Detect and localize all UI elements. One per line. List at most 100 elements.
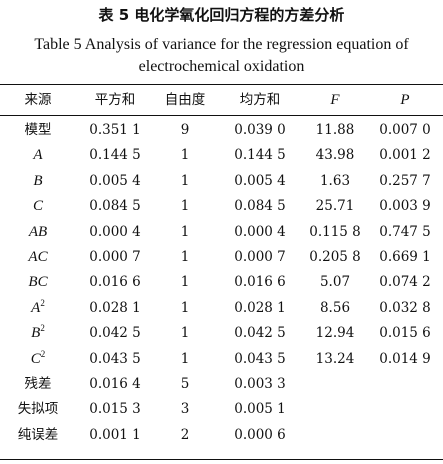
table-row: C 0.084 5 1 0.084 5 25.71 0.003 9 <box>0 194 443 219</box>
cell-source: AB <box>8 220 68 245</box>
cell-degrees-of-freedom: 1 <box>180 223 190 240</box>
cell-source-label: 残差 <box>24 376 52 392</box>
cell-mean-square: 0.039 0 <box>234 122 286 138</box>
cell-source-exponent: 2 <box>40 348 46 359</box>
cell-mean-square: 0.000 4 <box>234 223 286 240</box>
cell-f-value: 0.205 8 <box>309 249 361 265</box>
cell-degrees-of-freedom: 3 <box>180 401 190 418</box>
cell-degrees-of-freedom: 1 <box>180 299 190 316</box>
cell-degrees-of-freedom: 1 <box>180 249 190 265</box>
cell-source: A2 <box>8 296 68 321</box>
cell-source: BC <box>8 270 68 295</box>
cell-sum-of-squares: 0.042 5 <box>89 325 141 342</box>
cell-p-value: 0.001 2 <box>379 147 431 164</box>
cell-source: 失拟项 <box>8 397 68 422</box>
cell-p-value: 0.257 7 <box>379 172 431 189</box>
cell-sum-of-squares: 0.015 3 <box>89 401 141 418</box>
cell-f-value: 13.24 <box>315 350 355 367</box>
cell-mean-square: 0.005 4 <box>234 172 286 189</box>
table-row: B2 0.042 5 1 0.042 5 12.94 0.015 6 <box>0 321 443 346</box>
cell-source-label: AC <box>28 249 48 265</box>
cell-source-label: C <box>32 198 43 215</box>
cell-f-value: 5.07 <box>319 274 351 291</box>
cell-mean-square: 0.003 3 <box>234 376 286 392</box>
cell-source: 模型 <box>8 118 68 143</box>
cell-f-value <box>300 397 370 422</box>
cell-p-value: 0.007 0 <box>379 122 431 138</box>
cell-f-value: 1.63 <box>319 172 351 189</box>
cell-source: A <box>8 143 68 168</box>
cell-source: 残差 <box>8 372 68 397</box>
table-bottom-rule <box>0 459 443 461</box>
cell-source: C <box>8 194 68 219</box>
cell-sum-of-squares: 0.351 1 <box>89 122 141 138</box>
cell-f-value: 43.98 <box>315 147 355 164</box>
cell-mean-square: 0.005 1 <box>234 401 286 418</box>
cell-degrees-of-freedom: 1 <box>180 198 190 215</box>
cell-p-value: 0.003 9 <box>379 198 431 215</box>
cell-f-value <box>300 423 370 448</box>
cell-source: C2 <box>8 347 68 372</box>
cell-mean-square: 0.084 5 <box>234 198 286 215</box>
table-row: 失拟项 0.015 3 3 0.005 1 <box>0 397 443 422</box>
cell-f-value: 8.56 <box>319 299 351 316</box>
cell-sum-of-squares: 0.084 5 <box>89 198 141 215</box>
cell-f-value: 25.71 <box>315 198 355 215</box>
cell-sum-of-squares: 0.001 1 <box>89 426 141 443</box>
table-title-english-line2: electrochemical oxidation <box>138 58 305 75</box>
cell-p-value: 0.015 6 <box>379 325 431 342</box>
table-title-chinese: 表 5 电化学氧化回归方程的方差分析 <box>98 6 345 24</box>
cell-mean-square: 0.043 5 <box>234 350 286 367</box>
cell-source: AC <box>8 245 68 270</box>
cell-source-exponent: 2 <box>40 323 45 334</box>
table-row: 纯误差 0.001 1 2 0.000 6 <box>0 423 443 448</box>
cell-p-value: 0.074 2 <box>379 274 431 291</box>
cell-source: B2 <box>8 321 68 346</box>
cell-mean-square: 0.000 7 <box>234 249 286 265</box>
table-row: A2 0.028 1 1 0.028 1 8.56 0.032 8 <box>0 296 443 321</box>
table-row: BC 0.016 6 1 0.016 6 5.07 0.074 2 <box>0 270 443 295</box>
cell-source-label: A <box>31 299 41 316</box>
cell-f-value <box>300 372 370 397</box>
cell-source-label: AB <box>28 223 48 240</box>
table-row: A 0.144 5 1 0.144 5 43.98 0.001 2 <box>0 143 443 168</box>
cell-p-value: 0.747 5 <box>379 223 431 240</box>
cell-sum-of-squares: 0.016 6 <box>89 274 141 291</box>
cell-sum-of-squares: 0.144 5 <box>89 147 141 164</box>
cell-source: B <box>8 169 68 194</box>
cell-p-value: 0.669 1 <box>379 249 431 265</box>
cell-source-label: B <box>33 172 43 189</box>
cell-degrees-of-freedom: 1 <box>180 147 190 164</box>
table-top-rule <box>0 84 443 86</box>
cell-source-label: B <box>31 325 41 342</box>
cell-sum-of-squares: 0.000 7 <box>89 249 141 265</box>
cell-source-label: 纯误差 <box>17 426 59 443</box>
cell-source-label: 模型 <box>24 122 52 138</box>
cell-mean-square: 0.000 6 <box>234 426 286 443</box>
table-row: AC 0.000 7 1 0.000 7 0.205 8 0.669 1 <box>0 245 443 270</box>
cell-degrees-of-freedom: 1 <box>180 350 190 367</box>
table-header-rule <box>0 115 443 116</box>
cell-degrees-of-freedom: 9 <box>180 122 190 138</box>
cell-degrees-of-freedom: 2 <box>180 426 190 443</box>
cell-sum-of-squares: 0.000 4 <box>89 223 141 240</box>
cell-p-value: 0.032 8 <box>379 299 431 316</box>
header-p-value: P <box>400 92 410 108</box>
cell-f-value: 11.88 <box>315 122 355 138</box>
table-row: B 0.005 4 1 0.005 4 1.63 0.257 7 <box>0 169 443 194</box>
cell-source-exponent: 2 <box>40 297 45 308</box>
table-title-english: Table 5 Analysis of variance for the reg… <box>0 34 443 78</box>
cell-source-label: C <box>30 350 41 367</box>
cell-p-value <box>372 372 438 397</box>
cell-mean-square: 0.144 5 <box>234 147 286 164</box>
table-title-english-line1: Table 5 Analysis of variance for the reg… <box>34 36 409 53</box>
cell-p-value <box>372 423 438 448</box>
cell-degrees-of-freedom: 1 <box>180 172 190 189</box>
cell-p-value <box>372 397 438 422</box>
cell-source-label: BC <box>28 274 48 291</box>
table-row: C2 0.043 5 1 0.043 5 13.24 0.014 9 <box>0 347 443 372</box>
table-header-row: 来源 平方和 自由度 均方和 F P <box>0 88 443 113</box>
cell-mean-square: 0.028 1 <box>234 299 286 316</box>
header-source: 来源 <box>24 92 52 108</box>
cell-degrees-of-freedom: 1 <box>180 274 190 291</box>
